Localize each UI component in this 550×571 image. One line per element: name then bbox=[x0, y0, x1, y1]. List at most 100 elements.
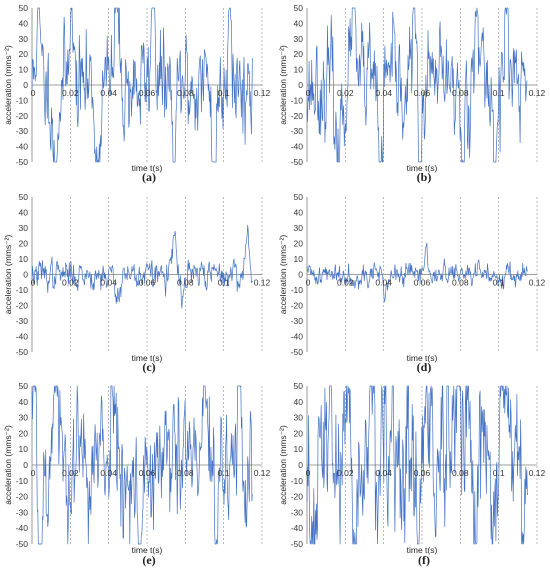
y-tick-label: -10 bbox=[16, 95, 29, 105]
y-tick-label: 20 bbox=[294, 239, 304, 249]
x-tick-label: 0.1 bbox=[218, 278, 230, 288]
y-tick-label: 10 bbox=[294, 65, 304, 75]
x-axis-title: time t(s) bbox=[132, 353, 163, 363]
y-axis-title: acceleration (mms⁻²) bbox=[3, 235, 13, 315]
x-tick-label: 0.06 bbox=[139, 468, 156, 478]
y-tick-label: 30 bbox=[294, 34, 304, 44]
panel-label: (e) bbox=[142, 553, 155, 567]
series-line bbox=[31, 385, 253, 545]
y-tick-label: -10 bbox=[16, 285, 29, 295]
y-tick-label: -30 bbox=[16, 507, 29, 517]
y-tick-label: 10 bbox=[19, 65, 29, 75]
series-line bbox=[306, 242, 528, 303]
x-tick-label: 0 bbox=[306, 88, 311, 98]
x-tick-label: 0.04 bbox=[100, 468, 117, 478]
panel-label: (c) bbox=[142, 360, 155, 374]
panel-label: (d) bbox=[417, 360, 432, 374]
y-tick-label: -20 bbox=[16, 492, 29, 502]
y-tick-label: -50 bbox=[16, 347, 29, 357]
y-tick-label: 10 bbox=[19, 254, 29, 264]
x-tick-label: 0 bbox=[31, 468, 36, 478]
panel-label: (f) bbox=[418, 553, 430, 567]
x-axis-title: time t(s) bbox=[132, 545, 163, 555]
y-tick-label: 20 bbox=[19, 428, 29, 438]
y-tick-label: -50 bbox=[291, 157, 304, 167]
y-tick-label: -40 bbox=[291, 332, 304, 342]
x-tick-label: 0.04 bbox=[375, 88, 392, 98]
y-tick-label: -30 bbox=[291, 126, 304, 136]
y-tick-label: -50 bbox=[291, 539, 304, 549]
y-tick-label: 0 bbox=[23, 270, 28, 280]
x-tick-label: 0.08 bbox=[177, 278, 194, 288]
y-axis-title: acceleration (mms⁻²) bbox=[3, 45, 13, 125]
x-tick-label: 0.02 bbox=[337, 88, 354, 98]
x-tick-label: 0.1 bbox=[218, 468, 230, 478]
x-tick-label: 0 bbox=[31, 278, 36, 288]
y-tick-label: -20 bbox=[16, 301, 29, 311]
x-tick-label: 0.04 bbox=[375, 278, 392, 288]
y-tick-label: 50 bbox=[19, 192, 29, 202]
x-tick-label: 0.12 bbox=[529, 278, 546, 288]
y-tick-label: -20 bbox=[291, 301, 304, 311]
y-tick-label: -40 bbox=[291, 142, 304, 152]
y-tick-label: -30 bbox=[291, 316, 304, 326]
y-tick-label: 0 bbox=[23, 460, 28, 470]
x-tick-label: 0.06 bbox=[139, 88, 156, 98]
y-axis-title: acceleration (mms⁻²) bbox=[278, 425, 288, 505]
series-line bbox=[31, 224, 253, 309]
y-tick-label: 10 bbox=[19, 444, 29, 454]
x-tick-label: 0.12 bbox=[254, 88, 271, 98]
series-line bbox=[306, 7, 528, 163]
y-tick-label: 0 bbox=[298, 460, 303, 470]
y-tick-label: -40 bbox=[16, 523, 29, 533]
panel-label: (b) bbox=[417, 170, 432, 184]
y-tick-label: -40 bbox=[16, 332, 29, 342]
y-tick-label: -10 bbox=[291, 285, 304, 295]
x-tick-label: 0.08 bbox=[452, 278, 469, 288]
x-tick-label: 0 bbox=[306, 278, 311, 288]
series-line bbox=[31, 7, 253, 163]
x-tick-label: 0.12 bbox=[254, 468, 271, 478]
panel-label: (a) bbox=[142, 170, 156, 184]
y-tick-label: -30 bbox=[16, 316, 29, 326]
x-tick-label: 0.04 bbox=[100, 278, 117, 288]
x-axis-title: time t(s) bbox=[407, 163, 438, 173]
y-tick-label: -50 bbox=[16, 157, 29, 167]
x-tick-label: 0.1 bbox=[493, 468, 505, 478]
y-tick-label: 20 bbox=[294, 428, 304, 438]
y-tick-label: -20 bbox=[16, 111, 29, 121]
y-tick-label: 40 bbox=[294, 208, 304, 218]
x-tick-label: 0.02 bbox=[337, 468, 354, 478]
y-tick-label: -50 bbox=[291, 347, 304, 357]
x-tick-label: 0 bbox=[31, 88, 36, 98]
y-tick-label: 0 bbox=[298, 270, 303, 280]
y-tick-label: 40 bbox=[19, 208, 29, 218]
x-tick-label: 0.06 bbox=[139, 278, 156, 288]
x-tick-label: 0.08 bbox=[177, 88, 194, 98]
y-tick-label: 0 bbox=[23, 80, 28, 90]
x-tick-label: 0.1 bbox=[493, 88, 505, 98]
y-tick-label: 20 bbox=[19, 49, 29, 59]
y-tick-label: -10 bbox=[16, 476, 29, 486]
x-tick-label: 0.06 bbox=[414, 468, 431, 478]
y-tick-label: -40 bbox=[291, 523, 304, 533]
y-tick-label: 50 bbox=[294, 381, 304, 391]
y-axis-title: acceleration (mms⁻²) bbox=[3, 425, 13, 505]
y-tick-label: 50 bbox=[294, 3, 304, 13]
y-tick-label: -30 bbox=[291, 507, 304, 517]
series-line bbox=[306, 385, 528, 545]
y-tick-label: -20 bbox=[291, 111, 304, 121]
y-tick-label: 30 bbox=[19, 34, 29, 44]
x-axis-title: time t(s) bbox=[132, 163, 163, 173]
y-tick-label: 30 bbox=[294, 413, 304, 423]
x-tick-label: 0.02 bbox=[62, 468, 79, 478]
y-tick-label: 20 bbox=[294, 49, 304, 59]
y-tick-label: 40 bbox=[294, 397, 304, 407]
y-axis-title: acceleration (mms⁻²) bbox=[278, 45, 288, 125]
x-tick-label: 0.02 bbox=[337, 278, 354, 288]
